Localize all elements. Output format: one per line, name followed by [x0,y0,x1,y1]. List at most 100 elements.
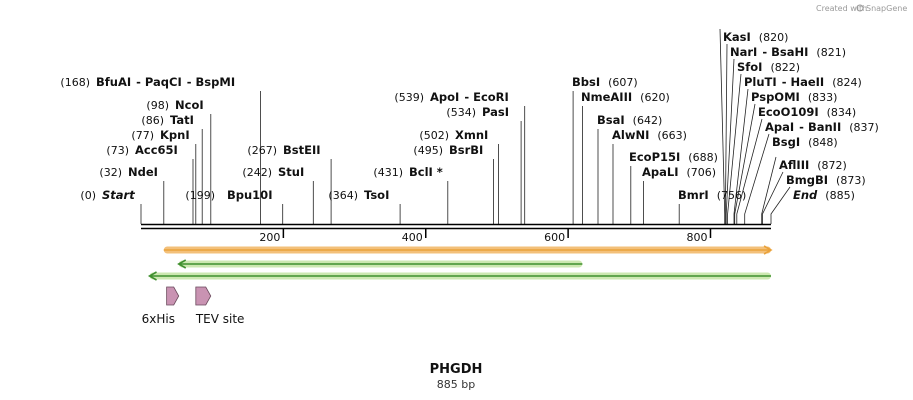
site-ecoo109i[interactable]: EcoO109I (834) [758,105,856,119]
site-tsoi[interactable]: TsoI (364) [328,188,389,202]
site-connector-line [762,171,784,224]
site-position: (642) [633,114,663,127]
site-pspomi[interactable]: PspOMI (833) [751,90,837,104]
feature-arrow-icon [166,286,180,306]
site-bmri[interactable]: BmrI (756) [678,188,746,202]
site-name: PasI [482,105,509,119]
site-name: TsoI [364,188,389,202]
site-nari[interactable]: NarI - BsaHI (821) [730,45,846,59]
site-end[interactable]: End (885) [793,188,855,202]
track-orf-forward[interactable] [163,245,773,255]
site-position: (242) [242,166,272,179]
site-position: (821) [816,46,846,59]
site-pluti[interactable]: PluTI - HaeII (824) [744,75,862,89]
site-apali[interactable]: ApaLI (706) [642,165,716,179]
site-alt-name: BspMI [196,75,236,89]
site-nmeaiii[interactable]: NmeAIII (620) [581,90,670,104]
track-orf-reverse-short[interactable] [177,259,583,269]
site-bsai[interactable]: BsaI (642) [597,113,662,127]
sequence-length: 885 bp [437,378,475,391]
site-xmni[interactable]: XmnI (502) [419,128,488,142]
site-position: (0) [80,189,96,202]
feature-arrow-icon [195,286,212,306]
ruler-tick-label: 800 [686,231,707,244]
site-connector-line [733,88,749,224]
site-position: (822) [770,61,800,74]
site-position: (98) [146,99,169,112]
arrow-head-icon [177,259,187,269]
site-name: BclI * [409,165,443,179]
site-bsteii[interactable]: BstEII (267) [247,143,320,157]
site-name: AflIII [779,158,809,172]
site-bpu10i[interactable]: Bpu10I (199) [185,188,272,202]
site-bmgbi[interactable]: BmgBI (873) [786,173,866,187]
site-name: NcoI [175,98,204,112]
site-name: ApoI [430,90,459,104]
site-bfuai[interactable]: BfuAI - PaqCI - BspMI(168) [60,75,235,89]
site-position: (502) [419,129,449,142]
site-acc65i[interactable]: Acc65I (73) [106,143,177,157]
site-alt-name: PaqCI [145,75,182,89]
site-name: StuI [278,165,304,179]
site-alt-separator: - [799,120,804,134]
site-name: EcoO109I [758,105,819,119]
site-bcli[interactable]: BclI * (431) [373,165,442,179]
site-name: BsaI [597,113,625,127]
site-afliii[interactable]: AflIII (872) [779,158,847,172]
site-position: (872) [817,159,847,172]
site-bsrbi[interactable]: BsrBI (495) [413,143,483,157]
site-name: BstEII [283,143,321,157]
site-name: TatI [170,113,194,127]
site-ecop15i[interactable]: EcoP15I (688) [629,150,718,164]
site-name: BsgI [772,135,800,149]
site-stui[interactable]: StuI (242) [242,165,304,179]
site-alt-name: BsaHI [771,45,808,59]
ruler-tick-label: 400 [402,231,423,244]
site-position: (32) [99,166,122,179]
site-name: NmeAIII [581,90,632,104]
site-position: (756) [717,189,747,202]
site-name: XmnI [455,128,488,142]
site-position: (663) [657,129,687,142]
site-position: (539) [394,91,424,104]
site-start[interactable]: Start (0) [80,188,135,202]
site-position: (834) [827,106,857,119]
site-name: KasI [723,30,751,44]
site-ndei[interactable]: NdeI (32) [99,165,158,179]
site-bsgi[interactable]: BsgI (848) [772,135,838,149]
site-pasi[interactable]: PasI (534) [446,105,509,119]
site-name: Bpu10I [227,188,272,202]
site-connector-line [744,133,770,224]
feature-tev-site[interactable]: TEV site [195,286,245,326]
feature-6xhis[interactable]: 6xHis [142,286,180,326]
arrow-head-icon [147,271,157,281]
site-tati[interactable]: TatI (86) [141,113,194,127]
site-name: NarI [730,45,757,59]
site-position: (168) [60,76,90,89]
site-kasi[interactable]: KasI (820) [723,30,788,44]
credit-brand: SnapGene [866,4,907,13]
site-position: (495) [413,144,443,157]
site-kpni[interactable]: KpnI (77) [131,128,189,142]
site-name: AlwNI [612,128,649,142]
site-apoi[interactable]: ApoI - EcoRI (539) [394,90,508,104]
site-alt-name: EcoRI [473,90,509,104]
features: 6xHis TEV site [142,286,245,326]
site-ncoi[interactable]: NcoI (98) [146,98,203,112]
ruler-tick-label: 600 [544,231,565,244]
site-name: PspOMI [751,90,800,104]
site-bbsi[interactable]: BbsI (607) [572,75,638,89]
site-name: KpnI [160,128,190,142]
site-apai[interactable]: ApaI - BanII (837) [765,120,879,134]
track-orf-reverse-full[interactable] [147,271,772,281]
site-name: BmgBI [786,173,828,187]
site-sfoi[interactable]: SfoI (822) [737,60,800,74]
site-alwni[interactable]: AlwNI (663) [612,128,687,142]
site-name: Start [102,188,135,202]
site-lines [140,28,791,224]
sequence-backbone [141,223,771,230]
site-name: SfoI [737,60,762,74]
site-position: (824) [832,76,862,89]
site-position: (431) [373,166,403,179]
site-connector-line [727,73,742,224]
